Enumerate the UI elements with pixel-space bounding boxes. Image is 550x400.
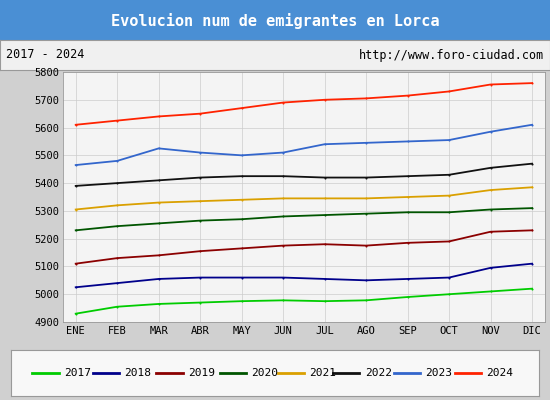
Text: 2022: 2022 bbox=[365, 368, 392, 378]
Text: 2018: 2018 bbox=[124, 368, 151, 378]
Text: Evolucion num de emigrantes en Lorca: Evolucion num de emigrantes en Lorca bbox=[111, 13, 439, 29]
Text: http://www.foro-ciudad.com: http://www.foro-ciudad.com bbox=[359, 48, 544, 62]
Text: 2017: 2017 bbox=[64, 368, 91, 378]
Text: 2019: 2019 bbox=[188, 368, 215, 378]
Text: 2024: 2024 bbox=[486, 368, 513, 378]
Text: 2023: 2023 bbox=[426, 368, 453, 378]
Text: 2020: 2020 bbox=[251, 368, 278, 378]
Text: 2017 - 2024: 2017 - 2024 bbox=[6, 48, 84, 62]
Text: 2021: 2021 bbox=[309, 368, 336, 378]
